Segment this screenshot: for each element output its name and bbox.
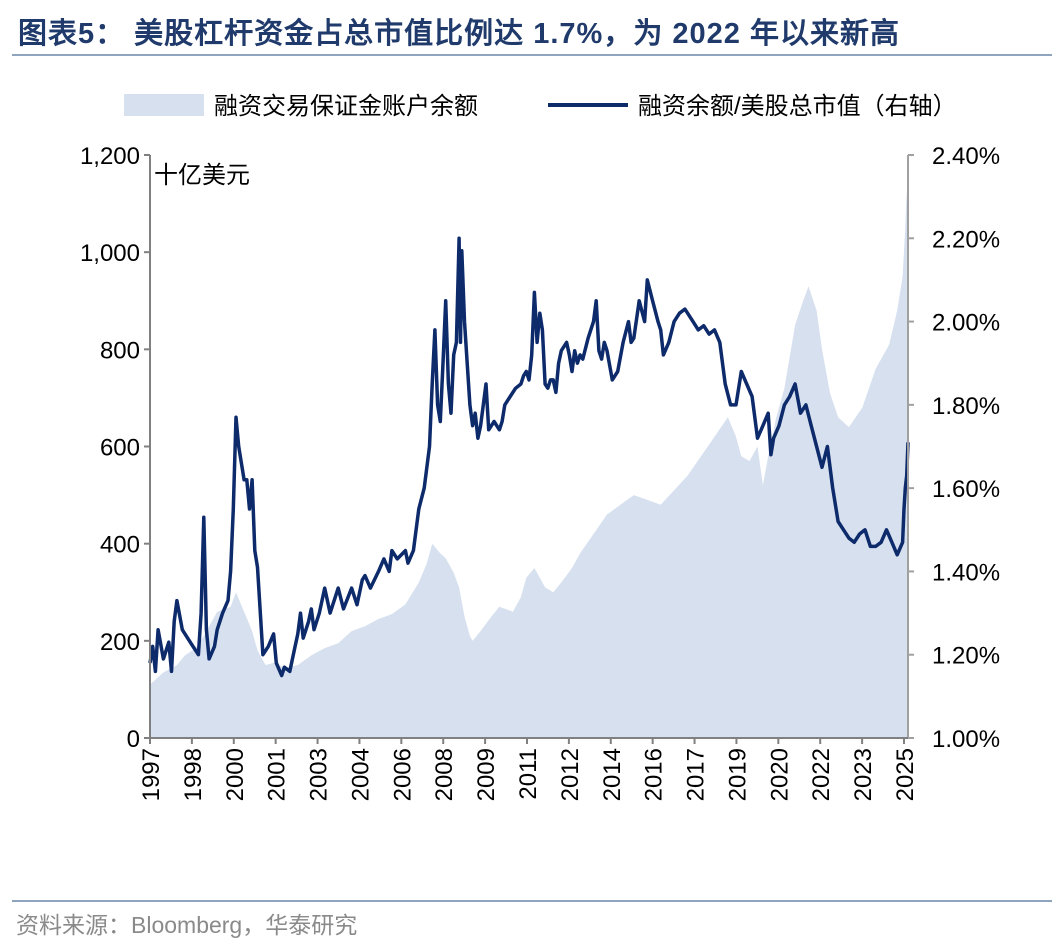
right-tick-label: 2.00% [932,310,1000,337]
left-tick-label: 1,200 [80,143,140,170]
top-divider [12,54,1052,56]
source-note: 资料来源：Bloomberg，华泰研究 [16,912,358,938]
left-tick-label: 800 [100,337,140,364]
left-tick-label: 600 [100,435,140,462]
x-tick-label: 2008 [431,748,458,801]
legend-area-label: 融资交易保证金账户余额 [214,93,478,120]
line-series [148,236,910,678]
x-tick-label: 2011 [515,748,542,800]
right-tick-label: 2.20% [932,226,1000,253]
x-tick-label: 2009 [473,748,500,801]
legend-area-swatch [124,94,204,116]
right-tick-label: 1.40% [932,559,1000,586]
x-tick-label: 2014 [599,748,626,801]
x-tick-label: 2006 [389,748,416,801]
right-tick-label: 2.40% [932,143,1000,170]
chart-title: 图表5： 美股杠杆资金占总市值比例达 1.7%，为 2022 年以来新高 [18,18,900,50]
x-tick-label: 2017 [683,748,710,801]
x-tick-label: 2022 [808,748,835,801]
x-tick-label: 2012 [557,748,584,801]
x-tick-label: 2023 [850,748,877,801]
x-tick-label: 1997 [138,748,165,801]
right-tick-label: 1.60% [932,476,1000,503]
x-tick-label: 2000 [222,748,249,801]
x-tick-label: 2016 [641,748,668,801]
x-tick-label: 1998 [180,748,207,801]
x-tick-label: 2003 [306,748,333,801]
bottom-divider [12,900,1052,902]
x-tick-label: 2001 [264,748,291,801]
line-series-path [148,236,910,678]
left-tick-label: 200 [100,629,140,656]
right-tick-label: 1.20% [932,643,1000,670]
legend-line-label: 融资余额/美股总市值（右轴） [638,93,957,120]
right-tick-label: 1.00% [932,726,1000,753]
area-series [150,189,908,738]
x-axis-ticks: 1997 1998 2000 2001 2003 2004 2006 2008 2009 2011… [138,738,919,801]
left-axis-ticks: 0 200 400 600 800 1,000 1,200 [80,143,150,753]
area-series-fill [150,189,908,738]
right-tick-label: 1.80% [932,393,1000,420]
left-tick-label: 0 [127,726,140,753]
chart-canvas: 融资交易保证金账户余额 融资余额/美股总市值（右轴） 十亿美元 0 200 400 6… [80,93,1000,801]
unit-label: 十亿美元 [154,162,250,189]
x-tick-label: 2020 [766,748,793,801]
left-tick-label: 1,000 [80,240,140,267]
x-tick-label: 2019 [724,748,751,801]
left-tick-label: 400 [100,532,140,559]
right-axis-ticks: 1.00% 1.20% 1.40% 1.60% 1.80% 2.00% 2.20% 2.40% [908,143,1000,753]
x-tick-label: 2004 [347,748,374,801]
x-tick-label: 2025 [892,748,919,801]
